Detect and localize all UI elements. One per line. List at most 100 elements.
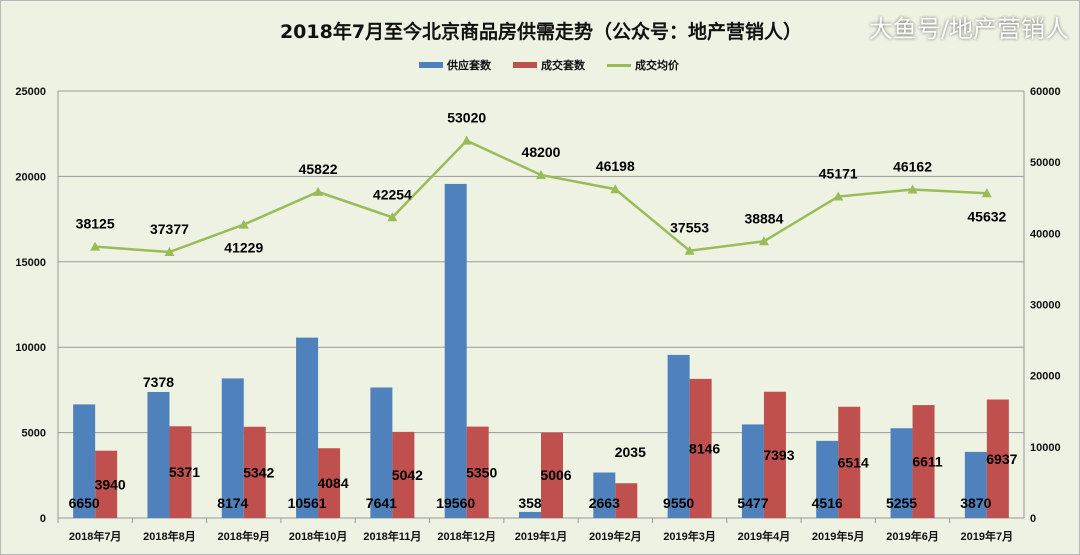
- data-label-supply: 9550: [663, 495, 694, 511]
- left-axis-tick-label: 0: [40, 513, 46, 525]
- x-axis-tick-label: 2019年5月: [812, 529, 865, 543]
- bar-supply: [221, 378, 244, 518]
- data-label-supply: 5477: [737, 495, 768, 511]
- marker-price: [981, 188, 992, 198]
- bar-supply: [890, 428, 913, 518]
- data-label-deals: 7393: [763, 447, 794, 463]
- data-label-deals: 2035: [615, 444, 646, 460]
- data-label-deals: 8146: [689, 440, 720, 456]
- data-label-deals: 4084: [317, 475, 348, 491]
- legend: 供应套数 成交套数 成交均价: [419, 57, 679, 73]
- right-axis-tick-label: 30000: [1030, 300, 1061, 312]
- data-label-supply: 7378: [143, 374, 174, 390]
- data-label-price: 38884: [744, 210, 783, 226]
- data-label-deals: 6611: [912, 454, 943, 470]
- bar-supply: [816, 440, 839, 518]
- x-axis-tick-label: 2018年12月: [437, 529, 496, 543]
- bar-deals: [986, 399, 1009, 518]
- legend-swatch: [513, 62, 537, 68]
- bar-supply: [296, 337, 319, 518]
- marker-price: [313, 186, 324, 196]
- data-label-price: 41229: [224, 240, 263, 256]
- bar-deals: [466, 426, 489, 518]
- bar-deals: [689, 378, 712, 518]
- legend-label: 成交套数: [541, 59, 585, 72]
- bar-deals: [243, 426, 266, 518]
- bar-supply: [593, 472, 616, 518]
- x-axis-tick-label: 2019年4月: [738, 529, 791, 543]
- data-label-deals: 6514: [838, 454, 869, 470]
- x-axis-tick-label: 2018年11月: [363, 529, 421, 543]
- bar-deals: [838, 406, 861, 518]
- marker-price: [758, 236, 769, 246]
- right-axis-tick-label: 20000: [1030, 371, 1061, 383]
- data-label-supply: 2663: [589, 495, 620, 511]
- data-label-supply: 4516: [812, 495, 843, 511]
- data-label-price: 37553: [670, 220, 709, 236]
- watermark: 大鱼号/地产营销人: [868, 15, 1069, 43]
- bar-supply: [667, 354, 690, 518]
- chart-title: 2018年7月至今北京商品房供需走势（公众号：地产营销人）: [279, 21, 803, 43]
- legend-item-price: 成交均价: [607, 57, 679, 73]
- bar-deals: [763, 391, 786, 518]
- data-label-deals: 3940: [95, 476, 126, 492]
- legend-swatch: [419, 62, 443, 68]
- bar-deals: [615, 483, 638, 518]
- bar-deals: [318, 448, 341, 518]
- legend-item-supply: 供应套数: [419, 57, 491, 73]
- data-label-supply: 7641: [366, 495, 397, 511]
- data-label-price: 46198: [596, 158, 635, 174]
- data-label-price: 42254: [373, 186, 412, 202]
- marker-price: [164, 247, 175, 257]
- data-label-deals: 5342: [243, 464, 274, 480]
- data-label-price: 45822: [299, 161, 338, 177]
- legend-label: 供应套数: [447, 59, 491, 72]
- marker-price: [536, 169, 546, 179]
- left-axis-tick-label: 10000: [15, 342, 46, 354]
- marker-price: [90, 241, 101, 251]
- data-label-price: 38125: [76, 216, 115, 232]
- x-axis-tick-label: 2019年2月: [589, 529, 642, 543]
- bar-supply: [147, 391, 170, 518]
- data-label-supply: 6650: [69, 495, 100, 511]
- data-label-price: 48200: [522, 144, 561, 160]
- right-axis-tick-label: 10000: [1030, 442, 1061, 454]
- legend-item-deals: 成交套数: [513, 57, 585, 73]
- left-axis-tick-label: 25000: [15, 86, 46, 98]
- data-label-price: 45632: [967, 208, 1006, 224]
- bar-deals: [912, 405, 935, 518]
- data-label-supply: 10561: [288, 495, 327, 511]
- x-axis-tick-label: 2019年6月: [886, 529, 939, 543]
- marker-price: [610, 184, 621, 194]
- data-label-supply: 8174: [217, 495, 248, 511]
- left-axis-tick-label: 20000: [15, 171, 46, 183]
- bar-supply: [964, 451, 987, 518]
- data-label-deals: 5350: [466, 464, 497, 480]
- bar-supply: [741, 424, 764, 518]
- bar-deals: [95, 450, 118, 518]
- marker-price: [461, 135, 472, 145]
- bar-deals: [169, 426, 192, 518]
- data-label-supply: 19560: [436, 495, 475, 511]
- data-label-deals: 6937: [986, 451, 1017, 467]
- data-label-deals: 5042: [392, 467, 423, 483]
- legend-label: 成交均价: [635, 59, 679, 72]
- legend-swatch: [607, 63, 631, 67]
- marker-price: [238, 219, 249, 229]
- right-axis-tick-label: 0: [1030, 513, 1036, 525]
- data-label-price: 37377: [150, 221, 189, 237]
- x-axis-tick-label: 2018年10月: [289, 529, 348, 543]
- marker-price: [907, 184, 918, 194]
- data-label-supply: 358: [518, 495, 542, 511]
- data-label-price: 45171: [819, 166, 858, 182]
- data-label-deals: 5006: [540, 467, 571, 483]
- marker-price: [684, 245, 695, 255]
- bar-supply: [73, 404, 96, 518]
- bar-deals: [541, 432, 563, 518]
- data-label-price: 53020: [447, 110, 486, 126]
- x-axis-tick-label: 2019年3月: [663, 529, 716, 543]
- data-label-supply: 5255: [886, 495, 917, 511]
- bar-deals: [392, 431, 415, 518]
